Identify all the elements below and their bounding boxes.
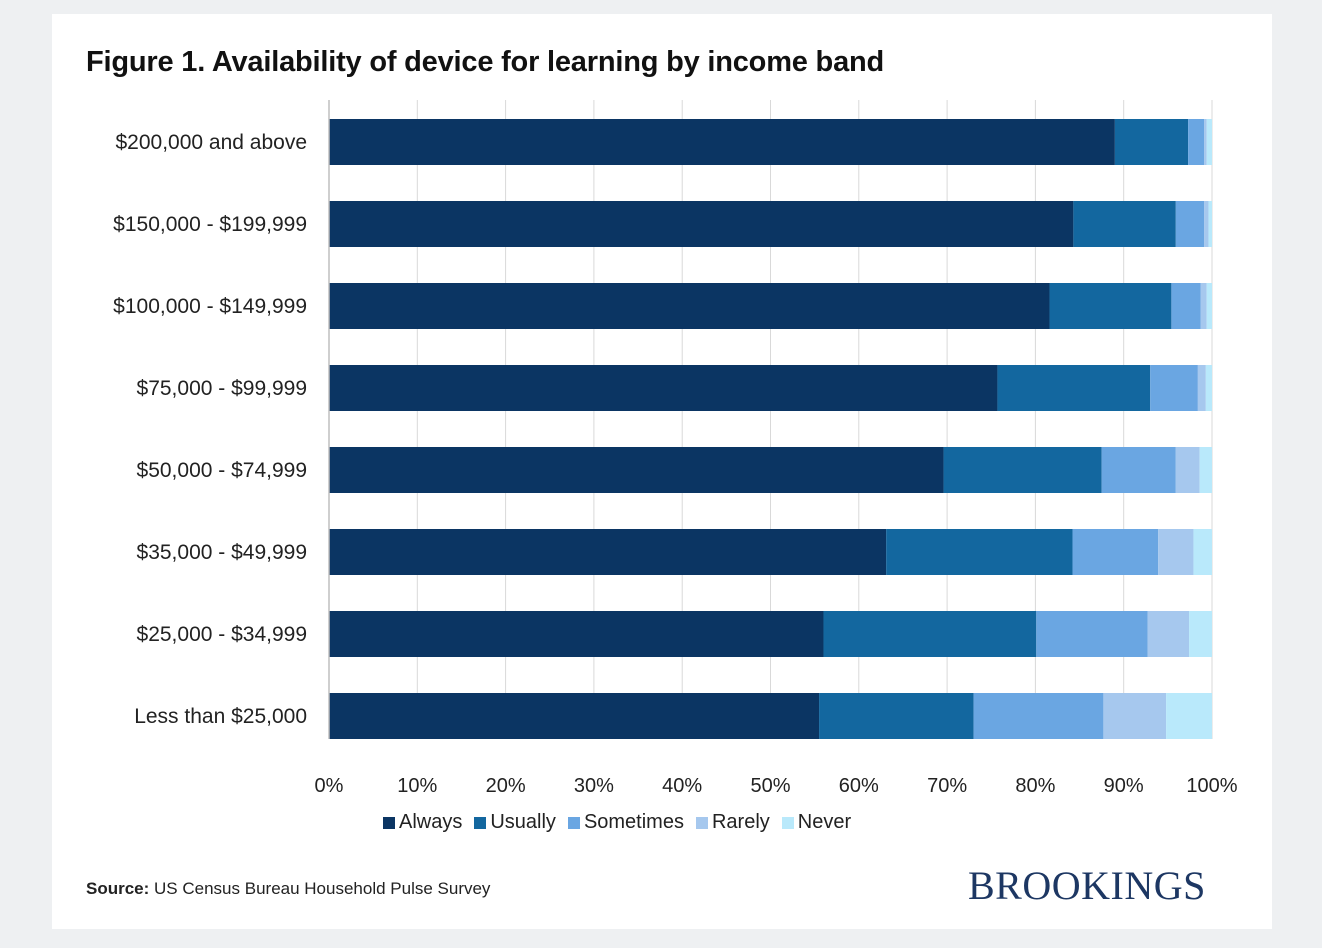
bar-segment-never <box>1205 365 1212 411</box>
bar-segment-sometimes <box>1188 119 1205 165</box>
bar-segment-never <box>1206 119 1212 165</box>
x-tick-label: 0% <box>315 775 344 797</box>
category-label: $25,000 - $34,999 <box>137 623 307 646</box>
bar-segment-always <box>329 529 887 575</box>
category-label: $50,000 - $74,999 <box>137 459 307 482</box>
bar-segment-always <box>329 693 820 739</box>
bar-segment-usually <box>997 365 1151 411</box>
bar-segment-sometimes <box>1036 611 1148 657</box>
bar-segment-always <box>329 611 824 657</box>
bar-segment-rarely <box>1175 447 1200 493</box>
bar-segment-never <box>1199 447 1212 493</box>
x-tick-label: 80% <box>1015 775 1055 797</box>
bar-segment-usually <box>886 529 1073 575</box>
source-label: Source: <box>86 879 150 898</box>
legend-swatch <box>695 816 708 829</box>
legend-item-never: Never <box>781 811 852 834</box>
bar-segment-never <box>1206 283 1212 329</box>
source-note: Source: US Census Bureau Household Pulse… <box>86 879 490 899</box>
bar-segment-never <box>1208 201 1212 247</box>
category-label: $150,000 - $199,999 <box>113 213 307 236</box>
legend-label: Always <box>399 811 463 833</box>
bar-segment-always <box>329 201 1074 247</box>
brookings-logo: BROOKINGS <box>968 863 1206 908</box>
bar-segment-usually <box>943 447 1102 493</box>
x-tick-label: 70% <box>927 775 967 797</box>
category-label: $75,000 - $99,999 <box>137 377 307 400</box>
bar-segment-always <box>329 447 944 493</box>
bar-segment-usually <box>1114 119 1189 165</box>
legend-label: Sometimes <box>583 811 684 833</box>
x-tick-label: 90% <box>1104 775 1144 797</box>
x-tick-label: 10% <box>397 775 437 797</box>
bar-segment-usually <box>1073 201 1176 247</box>
bar-segment-sometimes <box>1101 447 1176 493</box>
bar-segment-always <box>329 365 998 411</box>
bar-segment-usually <box>823 611 1037 657</box>
bar-segment-rarely <box>1197 365 1206 411</box>
legend-item-rarely: Rarely <box>695 811 770 834</box>
category-label: $200,000 and above <box>115 131 307 154</box>
chart-legend: Always Usually Sometimes Rarely Never <box>383 811 851 834</box>
source-text: US Census Bureau Household Pulse Survey <box>154 879 491 898</box>
bar-segment-never <box>1193 529 1212 575</box>
bar-segment-usually <box>819 693 974 739</box>
legend-swatch <box>383 816 395 829</box>
bar-segment-sometimes <box>1175 201 1205 247</box>
bar-segment-always <box>329 283 1050 329</box>
legend-label: Never <box>797 811 852 833</box>
bar-segment-always <box>329 119 1115 165</box>
chart-title: Figure 1. Availability of device for lea… <box>86 46 885 78</box>
x-tick-label: 100% <box>1186 775 1237 797</box>
legend-label: Rarely <box>711 811 770 833</box>
bar-segment-sometimes <box>1171 283 1201 329</box>
category-label: $35,000 - $49,999 <box>137 541 307 564</box>
bar-segment-rarely <box>1204 201 1209 247</box>
bar-segment-never <box>1189 611 1212 657</box>
legend-item-sometimes: Sometimes <box>567 811 684 834</box>
legend-item-usually: Usually <box>474 811 556 834</box>
bar-segment-usually <box>1049 283 1172 329</box>
category-label: Less than $25,000 <box>134 705 307 728</box>
bar-segment-sometimes <box>1072 529 1159 575</box>
x-tick-label: 20% <box>486 775 526 797</box>
bar-segment-rarely <box>1158 529 1194 575</box>
x-tick-label: 40% <box>662 775 702 797</box>
x-tick-label: 50% <box>750 775 790 797</box>
legend-item-always: Always <box>383 811 462 834</box>
x-tick-label: 60% <box>839 775 879 797</box>
legend-label: Usually <box>490 811 556 833</box>
legend-swatch <box>781 816 794 829</box>
bar-segment-rarely <box>1147 611 1190 657</box>
bar-segment-never <box>1166 693 1212 739</box>
bar-segment-rarely <box>1200 283 1207 329</box>
bar-segment-sometimes <box>1150 365 1198 411</box>
category-label: $100,000 - $149,999 <box>113 295 307 318</box>
bar-segment-sometimes <box>973 693 1104 739</box>
legend-swatch <box>567 816 580 829</box>
bar-segment-rarely <box>1103 693 1167 739</box>
legend-swatch <box>474 816 487 829</box>
x-tick-label: 30% <box>574 775 614 797</box>
bar-segment-rarely <box>1204 119 1207 165</box>
